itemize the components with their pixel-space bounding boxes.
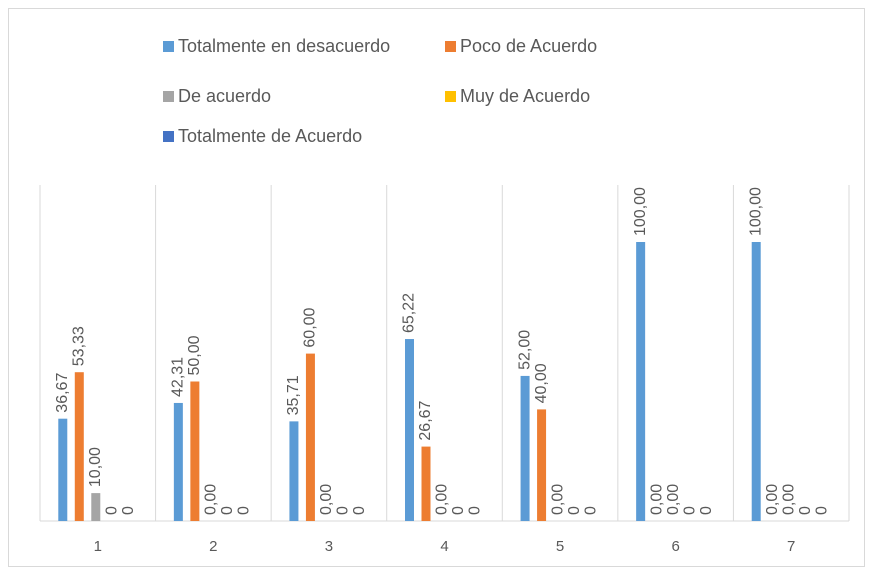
bar — [520, 375, 530, 521]
bar — [305, 353, 315, 521]
data-label: 0 — [797, 506, 814, 515]
data-label: 42,31 — [170, 357, 187, 397]
chart-border — [8, 8, 865, 567]
data-label: 0 — [120, 506, 137, 515]
bar — [537, 409, 547, 521]
data-label: 35,71 — [285, 375, 302, 415]
x-tick-label: 4 — [440, 538, 448, 555]
legend-swatch — [163, 131, 174, 142]
data-label: 0,00 — [549, 484, 566, 515]
bar — [405, 339, 414, 521]
data-label: 0 — [104, 506, 121, 515]
data-label: 36,67 — [54, 373, 71, 413]
data-label: 0,00 — [780, 484, 797, 515]
data-label: 0 — [698, 506, 715, 515]
legend-swatch — [445, 41, 456, 52]
data-label: 26,67 — [417, 400, 434, 440]
legend-swatch — [163, 41, 174, 52]
x-tick-label: 7 — [787, 538, 795, 555]
legend-label: Totalmente en desacuerdo — [178, 36, 390, 56]
x-tick-label: 6 — [671, 538, 679, 555]
data-label: 0 — [219, 506, 236, 515]
legend-label: Totalmente de Acuerdo — [178, 126, 362, 146]
bar — [751, 242, 761, 521]
data-label: 60,00 — [302, 307, 319, 347]
legend-swatch — [163, 91, 174, 102]
legend-label: De acuerdo — [178, 86, 271, 106]
data-label: 100,00 — [632, 187, 649, 236]
legend-swatch — [445, 91, 456, 102]
bar — [636, 242, 646, 521]
data-label: 0 — [467, 506, 484, 515]
bar — [190, 381, 200, 521]
bar — [421, 446, 431, 521]
data-label: 0 — [813, 506, 830, 515]
bar — [289, 421, 299, 521]
bar — [74, 372, 84, 521]
x-tick-label: 1 — [94, 538, 102, 555]
data-label: 50,00 — [186, 335, 203, 375]
data-label: 0 — [236, 506, 253, 515]
x-tick-label: 2 — [209, 538, 217, 555]
data-label: 52,00 — [516, 330, 533, 370]
legend-label: Poco de Acuerdo — [460, 36, 597, 56]
bar — [173, 402, 183, 521]
data-label: 0,00 — [203, 484, 220, 515]
data-label: 0,00 — [318, 484, 335, 515]
legend-label: Muy de Acuerdo — [460, 86, 590, 106]
data-label: 0 — [351, 506, 368, 515]
data-label: 0 — [335, 506, 352, 515]
data-label: 0,00 — [648, 484, 665, 515]
bar — [58, 418, 68, 521]
data-label: 53,33 — [71, 326, 88, 366]
data-label: 0 — [450, 506, 467, 515]
bar — [91, 493, 101, 521]
data-label: 100,00 — [747, 187, 764, 236]
data-label: 0 — [582, 506, 599, 515]
x-tick-label: 3 — [325, 538, 333, 555]
data-label: 0 — [566, 506, 583, 515]
data-label: 0,00 — [665, 484, 682, 515]
data-label: 65,22 — [401, 293, 418, 333]
data-label: 10,00 — [87, 447, 104, 487]
data-label: 40,00 — [533, 363, 550, 403]
data-label: 0 — [681, 506, 698, 515]
data-label: 0,00 — [434, 484, 451, 515]
data-label: 0,00 — [764, 484, 781, 515]
x-tick-label: 5 — [556, 538, 564, 555]
